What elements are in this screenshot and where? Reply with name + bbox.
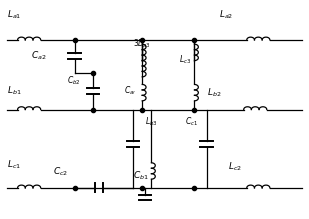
Text: $C_{b2}$: $C_{b2}$	[67, 75, 80, 87]
Text: $L_{b2}$: $L_{b2}$	[207, 87, 221, 99]
Text: $C_{c2}$: $C_{c2}$	[53, 165, 68, 178]
Text: $C_{b1}$: $C_{b1}$	[133, 170, 149, 182]
Text: $L_{b1}$: $L_{b1}$	[7, 85, 21, 97]
Text: $L_{c2}$: $L_{c2}$	[228, 161, 242, 173]
Text: $L_{c1}$: $L_{c1}$	[7, 159, 21, 171]
Text: $3L_{a3}$: $3L_{a3}$	[133, 38, 150, 50]
Text: $L_{b3}$: $L_{b3}$	[145, 115, 158, 128]
Text: $C_{a\prime}$: $C_{a\prime}$	[124, 85, 136, 97]
Text: $C_{c1}$: $C_{c1}$	[185, 115, 198, 128]
Text: $L_{a2}$: $L_{a2}$	[219, 9, 233, 21]
Text: $L_{c3}$: $L_{c3}$	[179, 53, 191, 66]
Text: $C_{a2}$: $C_{a2}$	[32, 50, 47, 62]
Text: $L_{a1}$: $L_{a1}$	[7, 9, 21, 21]
